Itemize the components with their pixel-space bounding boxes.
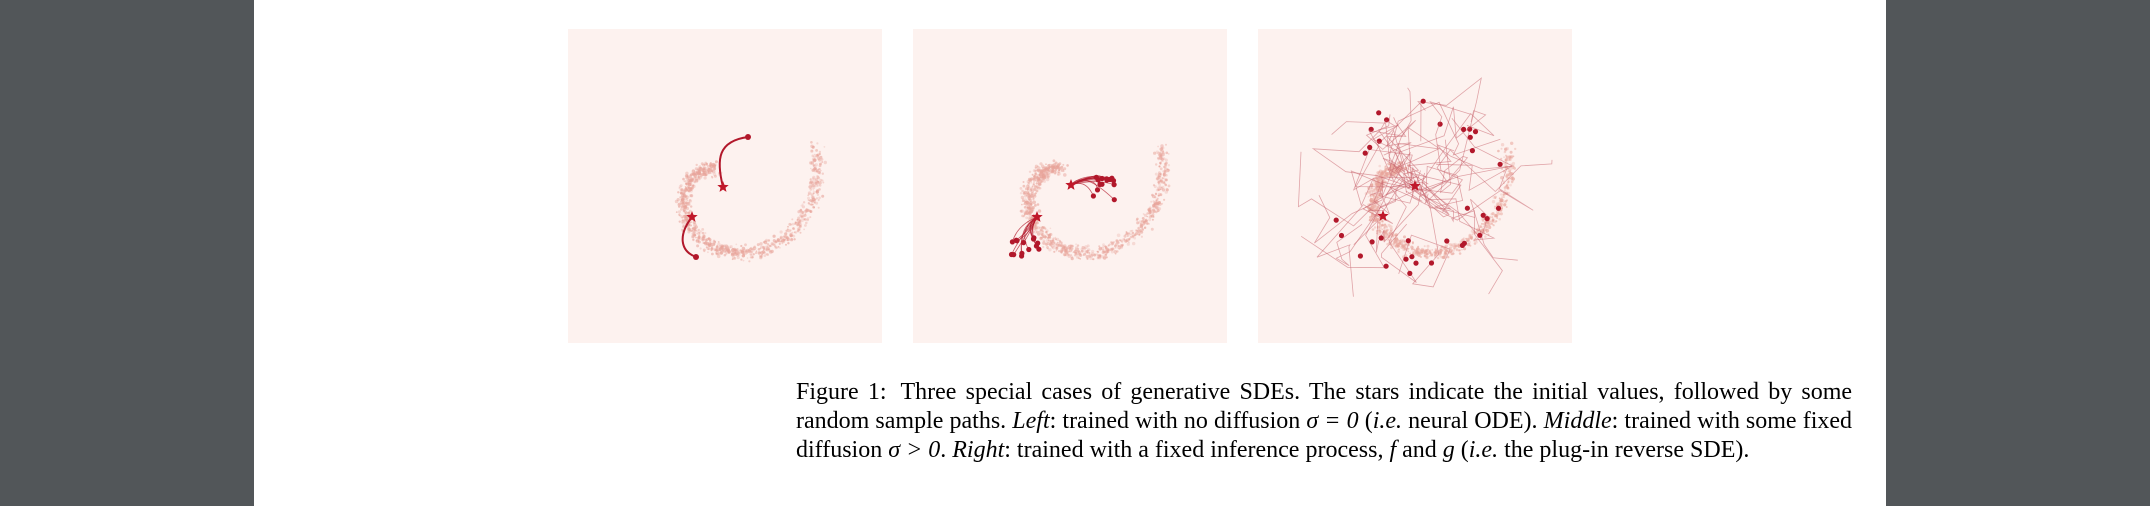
right-data-cloud bbox=[1364, 141, 1517, 260]
caption-left-label: Left bbox=[1012, 408, 1050, 434]
left-endpoint-1 bbox=[745, 134, 751, 140]
left-data-cloud bbox=[674, 141, 827, 263]
caption-text: : trained with some fixed diffusion bbox=[796, 408, 1853, 463]
panel-right-reverse-sde bbox=[1258, 29, 1572, 343]
left-sample-paths bbox=[681, 134, 751, 260]
caption-text: ( bbox=[1454, 437, 1469, 463]
caption-text: neural ODE). bbox=[1402, 408, 1544, 434]
right-start-star-1 bbox=[1409, 180, 1421, 191]
right-plot bbox=[1297, 77, 1553, 297]
middle-data-cloud bbox=[1019, 143, 1171, 261]
left-endpoint-2 bbox=[693, 254, 699, 260]
caption-text: : trained with no diffusion bbox=[1049, 408, 1307, 434]
caption-text: : trained with a fixed inference process… bbox=[1004, 437, 1390, 463]
caption-text: ( bbox=[1358, 408, 1373, 434]
caption-ie: i.e. bbox=[1468, 437, 1499, 463]
left-path-1 bbox=[718, 136, 749, 188]
caption-sentence-1: Three special cases of generative SDEs. … bbox=[796, 379, 1853, 434]
caption-middle-label: Middle bbox=[1543, 408, 1612, 434]
middle-start-star-1 bbox=[1065, 179, 1077, 190]
panel-left-neural-ode bbox=[568, 29, 882, 343]
caption-text: . bbox=[940, 437, 953, 463]
math-g: g bbox=[1442, 437, 1455, 463]
right-sample-paths bbox=[1297, 77, 1553, 297]
paper-page: Figure 1: Three special cases of generati… bbox=[254, 0, 1886, 506]
math-sigma-positive: σ > 0 bbox=[888, 437, 941, 463]
math-f: f bbox=[1389, 437, 1397, 463]
right-start-star-2 bbox=[1377, 210, 1389, 221]
math-sigma-zero: σ = 0 bbox=[1306, 408, 1359, 434]
middle-start-star-2 bbox=[1031, 211, 1043, 222]
figure-label: Figure 1: bbox=[796, 379, 887, 405]
caption-right-label: Right bbox=[952, 437, 1005, 463]
caption-ie: i.e. bbox=[1372, 408, 1403, 434]
figure-caption: Figure 1: Three special cases of generati… bbox=[796, 378, 1852, 465]
left-start-star-2 bbox=[686, 211, 698, 222]
caption-text: the plug-in reverse SDE). bbox=[1498, 437, 1750, 463]
caption-text: and bbox=[1396, 437, 1443, 463]
middle-plot bbox=[1008, 143, 1171, 261]
panel-middle-fixed-diffusion bbox=[913, 29, 1227, 343]
left-plot bbox=[674, 134, 827, 263]
left-start-star-1 bbox=[717, 181, 729, 192]
